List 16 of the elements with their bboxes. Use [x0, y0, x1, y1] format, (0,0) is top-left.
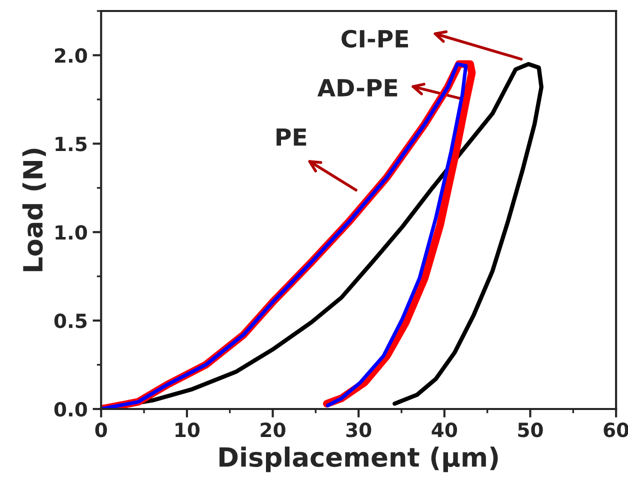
x-tick-label: 0 [95, 422, 107, 438]
x-axis-title: Displacement (μm) [220, 446, 498, 472]
y-axis-title: Load (N) [22, 148, 46, 272]
x-tick-label: 50 [518, 422, 543, 438]
x-tick-label: 40 [432, 422, 458, 438]
y-tick-label: 0.0 [54, 402, 87, 417]
y-tick-label: 0.5 [54, 314, 87, 328]
y-tick-label: 2.0 [55, 48, 87, 63]
x-tick-label: 30 [346, 422, 372, 438]
annotation: PE [276, 128, 306, 146]
x-tick-label: 10 [176, 422, 200, 438]
y-tick-label: 1.5 [56, 136, 87, 152]
annotation: AD-PE [317, 79, 398, 96]
x-tick-label: 20 [260, 422, 286, 438]
y-tick-label: 1.0 [56, 225, 87, 240]
annotation: CI-PE [342, 30, 408, 48]
